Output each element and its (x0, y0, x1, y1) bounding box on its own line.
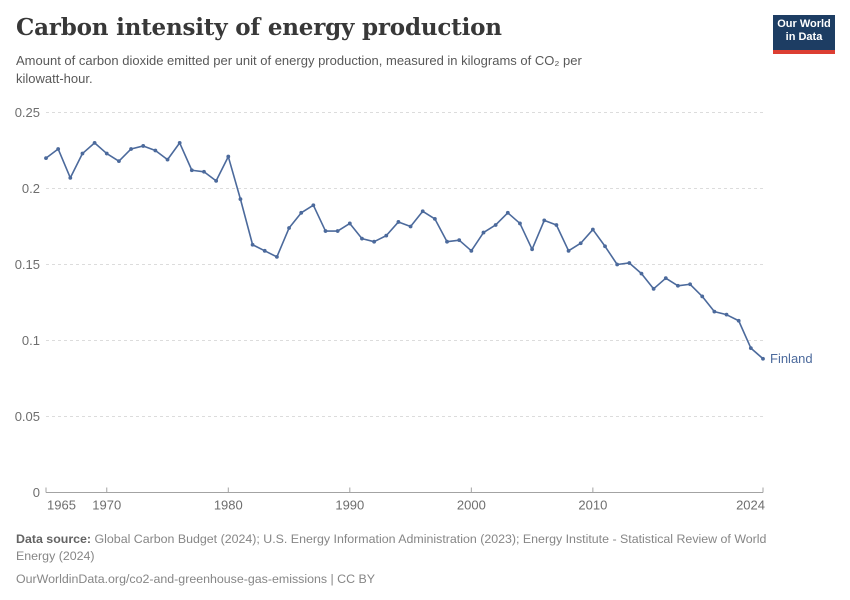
data-point-1987[interactable] (311, 203, 316, 208)
data-point-1965[interactable] (44, 156, 48, 161)
subtitle-line-2: kilowatt-hour. (16, 70, 93, 86)
data-point-1967[interactable] (68, 175, 73, 180)
owid-logo[interactable]: Our World in Data (773, 15, 835, 54)
data-point-2014[interactable] (639, 271, 644, 276)
data-point-1995[interactable] (408, 224, 413, 229)
data-point-1978[interactable] (202, 169, 206, 174)
data-point-2017[interactable] (676, 283, 680, 288)
data-point-2003[interactable] (505, 210, 510, 215)
data-point-1992[interactable] (372, 239, 377, 244)
data-point-1979[interactable] (214, 179, 219, 183)
data-point-1997[interactable] (432, 217, 437, 221)
data-point-1972[interactable] (129, 147, 133, 151)
data-point-1980[interactable] (226, 154, 231, 159)
data-point-2021[interactable] (724, 312, 729, 317)
data-point-1984[interactable] (274, 255, 279, 259)
chart-subtitle: Amount of carbon dioxide emitted per uni… (16, 52, 582, 87)
data-point-1982[interactable] (250, 242, 255, 247)
data-point-1988[interactable] (323, 229, 328, 233)
data-point-1977[interactable] (189, 168, 194, 173)
data-point-1973[interactable] (141, 144, 146, 148)
data-point-1968[interactable] (80, 151, 85, 156)
x-tick-label-1965: 1965 (47, 498, 76, 513)
data-point-2019[interactable] (700, 294, 705, 299)
x-tick-label-1980: 1980 (214, 498, 243, 513)
data-point-2018[interactable] (688, 282, 692, 287)
data-point-2005[interactable] (530, 247, 535, 252)
data-point-1998[interactable] (445, 239, 449, 244)
data-point-1969[interactable] (92, 141, 97, 145)
y-tick-label-0.2: 0.2 (22, 181, 40, 196)
data-point-2023[interactable] (748, 346, 753, 350)
data-point-1975[interactable] (165, 157, 170, 162)
data-point-1974[interactable] (153, 148, 158, 153)
footer-url: OurWorldinData.org/co2-and-greenhouse-ga… (16, 572, 376, 586)
x-tick-label-2024: 2024 (736, 498, 765, 513)
y-tick-label-0: 0 (33, 485, 40, 500)
data-point-2012[interactable] (615, 262, 620, 267)
data-point-1991[interactable] (360, 236, 364, 241)
subtitle-line-1: Amount of carbon dioxide emitted per uni… (16, 53, 582, 68)
x-tick-label-1990: 1990 (335, 498, 364, 513)
data-source-line: Data source: Global Carbon Budget (2024)… (16, 531, 834, 548)
data-source-text-continued: Energy (2024) (16, 549, 95, 563)
data-point-2016[interactable] (663, 276, 668, 281)
data-point-1976[interactable] (177, 141, 182, 145)
data-point-1985[interactable] (287, 226, 291, 230)
x-tick-label-2010: 2010 (578, 498, 607, 513)
data-point-2015[interactable] (651, 286, 656, 291)
data-point-2006[interactable] (542, 218, 547, 223)
y-tick-label-0.1: 0.1 (22, 333, 40, 348)
data-point-1989[interactable] (335, 229, 340, 233)
data-point-2009[interactable] (578, 241, 583, 246)
data-point-2007[interactable] (554, 223, 559, 227)
data-point-2001[interactable] (481, 230, 486, 235)
chart-footer: Data source: Global Carbon Budget (2024)… (16, 531, 834, 588)
y-tick-label-0.05: 0.05 (15, 409, 40, 424)
data-point-1971[interactable] (117, 159, 121, 164)
data-source-text: Global Carbon Budget (2024); U.S. Energy… (94, 532, 767, 546)
data-point-2022[interactable] (736, 318, 741, 323)
data-point-1986[interactable] (299, 210, 304, 215)
data-point-2024[interactable] (761, 356, 765, 361)
data-point-1966[interactable] (56, 147, 61, 151)
data-point-2010[interactable] (590, 227, 595, 232)
data-point-1996[interactable] (420, 209, 425, 214)
data-point-2000[interactable] (469, 248, 474, 253)
page-title: Carbon intensity of energy production (16, 14, 502, 41)
data-point-1990[interactable] (347, 221, 352, 226)
data-point-2013[interactable] (627, 261, 632, 265)
data-point-2011[interactable] (603, 244, 607, 249)
data-point-2002[interactable] (493, 223, 498, 227)
x-tick-label-1970: 1970 (92, 498, 121, 513)
data-point-1993[interactable] (384, 233, 389, 238)
data-point-2020[interactable] (712, 309, 717, 314)
data-point-1981[interactable] (238, 197, 243, 202)
data-source-label: Data source: (16, 532, 92, 546)
y-tick-label-0.15: 0.15 (15, 257, 40, 272)
series-end-label: Finland (770, 351, 813, 366)
data-point-1999[interactable] (457, 238, 462, 243)
finland-line (45, 142, 764, 360)
data-point-1983[interactable] (262, 248, 267, 253)
data-point-2008[interactable] (566, 248, 571, 253)
data-point-1994[interactable] (396, 220, 401, 224)
data-point-2004[interactable] (518, 221, 522, 226)
y-tick-label-0.25: 0.25 (15, 105, 40, 120)
data-point-1970[interactable] (104, 151, 109, 156)
logo-text-line-2: in Data (785, 31, 823, 43)
x-tick-label-2000: 2000 (457, 498, 486, 513)
logo-text-line-1: Our World (777, 18, 831, 30)
